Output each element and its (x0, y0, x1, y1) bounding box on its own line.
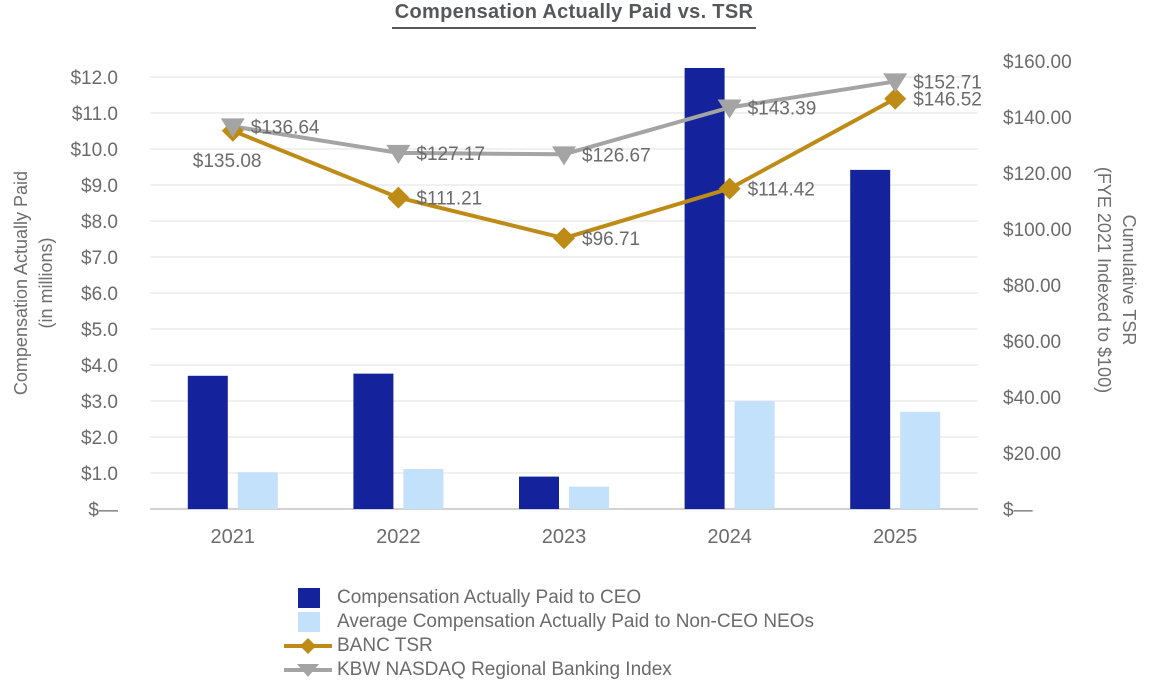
data-label-banc-2022: $111.21 (416, 189, 482, 210)
x-axis-label-2025: 2025 (873, 526, 918, 548)
bar-neo-2025 (900, 411, 941, 509)
triangle-down-marker-2021 (220, 118, 245, 138)
x-axis-label-2023: 2023 (542, 526, 587, 548)
data-label-kbw-2022: $127.17 (416, 144, 485, 165)
data-label-banc-2023: $96.71 (582, 229, 640, 250)
legend-line-marker-icon (284, 638, 332, 654)
right-axis-tick-label: $120.00 (1003, 164, 1072, 185)
data-label-kbw-2023: $126.67 (582, 145, 651, 166)
line-banc-tsr (232, 96, 897, 241)
left-axis-tick-label: $7.0 (81, 248, 118, 269)
legend-square-swatch-icon (284, 612, 337, 632)
right-axis-tick-label: $20.00 (1003, 444, 1061, 465)
data-label-banc-2021: $135.08 (193, 151, 262, 172)
left-axis-tick-label: $12.0 (70, 68, 118, 89)
chart-title-text: Compensation Actually Paid vs. TSR (391, 1, 757, 29)
bar-ceo-2022 (353, 373, 394, 509)
data-label-kbw-2024: $143.39 (748, 99, 817, 120)
legend-label: BANC TSR (337, 635, 433, 656)
left-axis-tick-label: $5.0 (81, 320, 118, 341)
left-axis-tick-label: $4.0 (81, 356, 118, 377)
triangle-down-marker-2025 (883, 73, 908, 93)
bar-neo-2024 (734, 401, 775, 509)
legend-item-3: KBW NASDAQ Regional Banking Index (284, 658, 814, 682)
data-label-kbw-2021: $136.64 (251, 117, 320, 138)
bar-ceo-2021 (187, 375, 228, 509)
right-axis-tick-label: $60.00 (1003, 332, 1061, 353)
x-axis-label-2021: 2021 (211, 526, 256, 548)
legend-line-diamond-swatch-icon (284, 636, 337, 656)
legend-line-triangle-swatch-icon (284, 660, 337, 680)
diamond-marker-2025 (884, 87, 907, 110)
data-label-banc-2025: $146.52 (913, 90, 982, 111)
data-label-banc-2024: $114.42 (748, 180, 815, 201)
legend-item-1: Average Compensation Actually Paid to No… (284, 610, 814, 634)
x-axis-label-2024: 2024 (707, 526, 752, 548)
diamond-marker-2024 (718, 177, 741, 200)
bar-ceo-2024 (684, 68, 725, 509)
chart-title: Compensation Actually Paid vs. TSR (0, 1, 1148, 29)
triangle-down-marker-2024 (717, 99, 742, 119)
bar-ceo-2023 (519, 476, 559, 509)
bar-ceo-2025 (850, 169, 891, 509)
left-axis-tick-label: $6.0 (81, 284, 118, 305)
bar-neo-2021 (237, 472, 278, 509)
right-axis-tick-label: $160.00 (1003, 52, 1072, 73)
left-axis-tick-label: $1.0 (81, 464, 118, 485)
left-axis-tick-label: $2.0 (81, 428, 118, 449)
bar-neo-2023 (569, 486, 609, 509)
legend-label: KBW NASDAQ Regional Banking Index (337, 659, 672, 680)
left-axis-tick-label: $3.0 (81, 392, 118, 413)
right-axis-tick-label: $40.00 (1003, 388, 1061, 409)
legend-color-square-icon (298, 588, 320, 608)
legend-square-swatch-icon (284, 588, 337, 608)
left-axis-tick-label: $8.0 (81, 212, 118, 233)
chart-legend: Compensation Actually Paid to CEO Average… (284, 586, 814, 682)
left-axis-tick-label: $— (88, 500, 118, 521)
legend-item-2: BANC TSR (284, 634, 814, 658)
legend-label: Compensation Actually Paid to CEO (337, 587, 642, 608)
left-axis-tick-label: $11.0 (72, 104, 118, 125)
right-axis-tick-label: $140.00 (1003, 108, 1072, 129)
triangle-down-marker-2022 (386, 144, 411, 164)
legend-color-square-icon (298, 612, 320, 632)
diamond-marker-2023 (553, 227, 575, 250)
data-label-kbw-2025: $152.71 (913, 72, 982, 93)
legend-line-marker-icon (284, 664, 332, 677)
right-axis-tick-label: $— (1003, 500, 1033, 521)
diamond-marker-2022 (387, 186, 410, 209)
left-axis-tick-label: $9.0 (81, 176, 118, 197)
right-axis-tick-label: $80.00 (1003, 276, 1061, 297)
x-axis-label-2022: 2022 (376, 526, 421, 548)
right-axis-tick-label: $100.00 (1003, 220, 1072, 241)
left-axis-tick-label: $10.0 (70, 140, 118, 161)
legend-item-0: Compensation Actually Paid to CEO (284, 586, 814, 610)
legend-label: Average Compensation Actually Paid to No… (337, 611, 814, 632)
bar-neo-2022 (403, 469, 444, 509)
triangle-down-marker-2023 (552, 146, 576, 166)
chart-plot: $135.08 $111.21 $96.71 $114.42 $146.52 $136.6… (70, 52, 1072, 548)
